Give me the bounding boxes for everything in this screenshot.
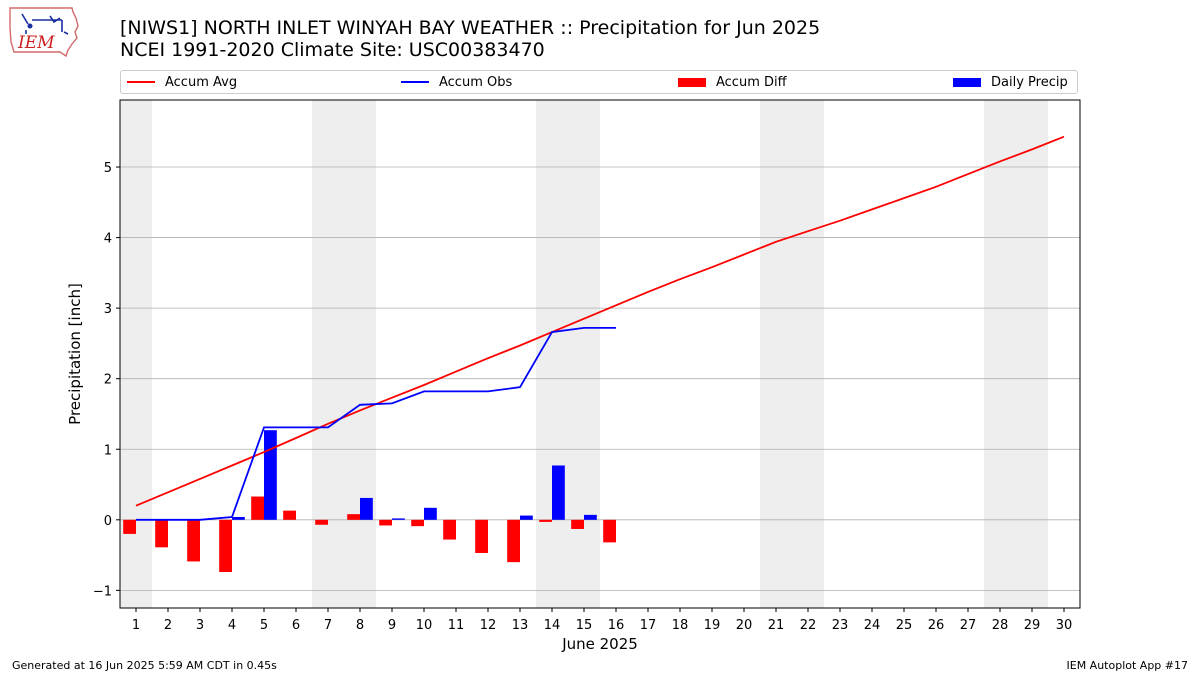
accum-diff-bar — [219, 519, 232, 573]
daily-precip-bar — [360, 497, 373, 520]
legend-swatch-daily-precip — [953, 77, 981, 87]
legend-item-accum-avg: Accum Avg — [127, 71, 237, 93]
weekend-shade — [312, 100, 344, 608]
chart-title: [NIWS1] NORTH INLET WINYAH BAY WEATHER :… — [120, 17, 821, 39]
accum-avg-line — [135, 135, 1065, 507]
y-tick-label: −1 — [93, 584, 112, 599]
legend-item-accum-obs: Accum Obs — [401, 71, 512, 93]
daily-precip-bar — [520, 515, 533, 520]
legend-label-accum-diff: Accum Diff — [716, 74, 787, 90]
x-tick-label: 26 — [928, 618, 945, 633]
x-tick-label: 16 — [608, 618, 625, 633]
accum-diff-bar — [603, 519, 616, 543]
x-tick-label: 28 — [992, 618, 1009, 633]
y-tick-label: 1 — [104, 443, 112, 458]
x-tick-label: 8 — [356, 618, 364, 633]
accum-diff-bar — [251, 496, 264, 520]
weekend-shade — [760, 100, 792, 608]
legend-item-daily-precip: Daily Precip — [953, 71, 1068, 93]
legend-label-accum-obs: Accum Obs — [439, 74, 513, 90]
x-axis-label: June 2025 — [561, 635, 638, 653]
accum-diff-bar — [283, 510, 296, 520]
logo-text: IEM — [17, 33, 55, 53]
x-tick-label: 20 — [736, 618, 753, 633]
x-tick-label: 29 — [1024, 618, 1041, 633]
legend-item-accum-diff: Accum Diff — [678, 71, 787, 93]
accum-diff-bar — [571, 519, 584, 529]
iem-logo: IEM — [9, 7, 79, 58]
accum-diff-bar — [443, 519, 456, 540]
x-tick-label: 7 — [324, 618, 332, 633]
x-tick-label: 4 — [228, 618, 236, 633]
weekend-shade — [536, 100, 568, 608]
accum-diff-bar — [411, 519, 424, 527]
x-tick-label: 19 — [704, 618, 721, 633]
footer-generated-text: Generated at 16 Jun 2025 5:59 AM CDT in … — [12, 659, 277, 672]
y-tick-label: 4 — [104, 232, 112, 247]
daily-precip-bar — [552, 465, 565, 520]
weekend-shade — [792, 100, 824, 608]
footer-app-text: IEM Autoplot App #17 — [1066, 659, 1189, 672]
x-tick-label: 27 — [960, 618, 977, 633]
x-tick-label: 15 — [576, 618, 593, 633]
x-tick-label: 11 — [448, 618, 465, 633]
x-tick-label: 22 — [800, 618, 817, 633]
x-tick-label: 30 — [1056, 618, 1073, 633]
accum-diff-bar — [507, 519, 520, 563]
x-tick-label: 10 — [416, 618, 433, 633]
legend-label-accum-avg: Accum Avg — [165, 74, 238, 90]
accum-diff-bar — [315, 519, 328, 525]
daily-precip-bar — [264, 430, 277, 520]
weekend-shade — [1016, 100, 1048, 608]
x-tick-label: 1 — [132, 618, 140, 633]
daily-precip-bar — [392, 518, 405, 520]
x-tick-label: 17 — [640, 618, 657, 633]
x-tick-label: 5 — [260, 618, 268, 633]
x-tick-label: 21 — [768, 618, 785, 633]
x-tick-label: 3 — [196, 618, 204, 633]
weekend-shade — [568, 100, 600, 608]
accum-diff-bar — [539, 519, 552, 522]
x-tick-label: 24 — [864, 618, 881, 633]
x-tick-label: 6 — [292, 618, 300, 633]
legend-swatch-accum-avg — [127, 81, 155, 83]
station-dot-icon — [27, 23, 33, 29]
x-tick-label: 23 — [832, 618, 849, 633]
y-tick-label: 5 — [104, 161, 112, 176]
accum-diff-bar — [475, 519, 488, 553]
y-axis-label: Precipitation [inch] — [66, 283, 84, 425]
accum-diff-bar — [123, 519, 136, 534]
legend-label-daily-precip: Daily Precip — [991, 74, 1068, 90]
x-tick-label: 9 — [388, 618, 396, 633]
plot-frame — [119, 99, 1081, 609]
weekend-shade — [984, 100, 1016, 608]
x-tick-label: 14 — [544, 618, 561, 633]
legend: Accum Avg Accum Obs Accum Diff Daily Pre… — [120, 70, 1078, 94]
daily-precip-bar — [584, 514, 597, 520]
weekend-shade — [344, 100, 376, 608]
chart-subtitle: NCEI 1991-2020 Climate Site: USC00383470 — [120, 39, 545, 61]
legend-swatch-accum-diff — [678, 77, 706, 87]
y-tick-label: 3 — [104, 302, 112, 317]
accum-obs-line — [136, 326, 616, 521]
accum-diff-bar — [155, 519, 168, 548]
x-tick-label: 18 — [672, 618, 689, 633]
x-tick-label: 25 — [896, 618, 913, 633]
y-tick-label: 2 — [104, 373, 112, 388]
x-tick-label: 13 — [512, 618, 529, 633]
legend-swatch-accum-obs — [401, 81, 429, 83]
weather-symbols-icon — [21, 13, 69, 35]
accum-diff-bar — [187, 519, 200, 562]
accum-diff-bar — [347, 514, 360, 520]
x-tick-label: 12 — [480, 618, 497, 633]
x-tick-label: 2 — [164, 618, 172, 633]
daily-precip-bar — [232, 516, 245, 520]
y-tick-label: 0 — [104, 514, 112, 529]
daily-precip-bar — [424, 507, 437, 520]
accum-diff-bar — [379, 519, 392, 526]
